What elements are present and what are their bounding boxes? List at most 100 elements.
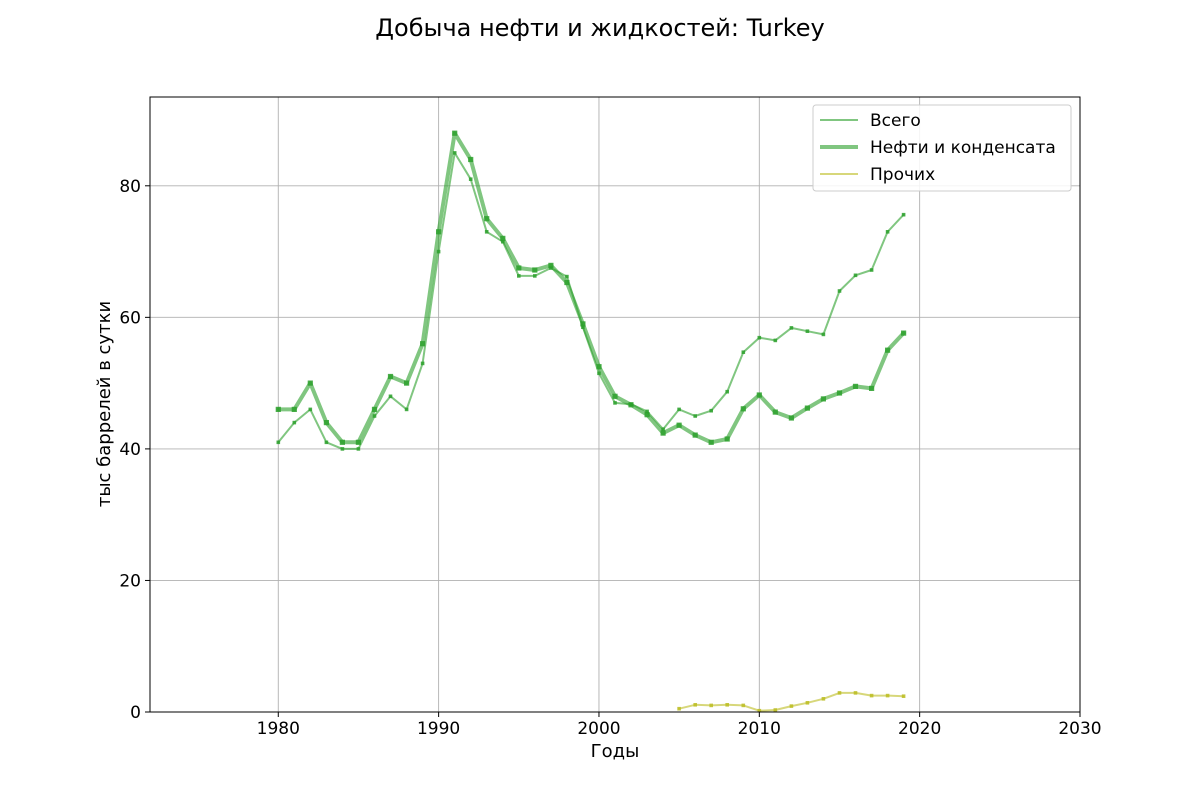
data-point	[436, 229, 442, 235]
data-point	[741, 703, 746, 708]
y-tick-label: 40	[119, 440, 141, 460]
data-point	[853, 691, 858, 695]
data-point	[837, 289, 842, 293]
y-tick-label: 20	[119, 571, 141, 591]
y-tick-label: 60	[119, 308, 141, 328]
data-point	[708, 439, 714, 445]
y-axis-title: тыс баррелей в сутки	[94, 301, 115, 507]
data-point	[693, 703, 697, 707]
data-point	[484, 216, 490, 222]
data-point	[532, 267, 538, 273]
data-point	[677, 407, 681, 412]
data-point	[788, 415, 794, 421]
data-point	[324, 440, 329, 445]
data-point	[885, 230, 890, 234]
data-point	[821, 332, 826, 337]
data-point	[340, 447, 345, 451]
data-point	[484, 230, 489, 234]
x-tick-label: 1990	[417, 719, 460, 739]
data-point	[452, 151, 457, 155]
data-point	[420, 341, 426, 347]
data-point	[789, 704, 794, 708]
data-point	[853, 273, 858, 278]
data-point	[516, 265, 522, 271]
data-point	[644, 412, 650, 418]
data-point	[565, 274, 569, 279]
data-point	[724, 436, 730, 442]
ticks: 1980 1990 2000 2010 2020 2030 0 20 40 60 80	[119, 177, 1101, 739]
data-point	[308, 407, 313, 412]
data-point	[901, 330, 907, 336]
data-point	[597, 371, 601, 376]
chart-title: Добыча нефти и жидкостей: Turkey	[375, 14, 824, 42]
data-point	[756, 392, 762, 398]
data-point	[709, 703, 713, 708]
x-axis-title: Годы	[591, 741, 640, 762]
data-point	[693, 414, 697, 418]
data-point	[740, 406, 746, 412]
data-point	[677, 706, 681, 711]
data-point	[869, 385, 875, 391]
y-tick-label: 80	[119, 177, 141, 197]
data-point	[533, 274, 537, 278]
data-point	[805, 329, 810, 333]
data-point	[901, 212, 906, 217]
data-point	[580, 321, 586, 327]
data-point	[757, 335, 762, 340]
series-layer	[275, 130, 907, 713]
data-point	[773, 338, 778, 343]
data-point	[420, 361, 425, 366]
data-point	[356, 447, 361, 451]
data-point	[372, 414, 377, 418]
data-point	[339, 439, 345, 445]
data-point	[852, 383, 859, 389]
data-point	[885, 347, 891, 353]
y-tick-label: 0	[130, 703, 141, 723]
data-point	[820, 396, 826, 402]
data-point	[500, 235, 506, 241]
data-point	[388, 394, 393, 399]
data-point	[676, 422, 682, 428]
data-point	[276, 440, 281, 445]
data-point	[725, 703, 729, 707]
data-point	[660, 430, 666, 436]
data-point	[836, 390, 843, 396]
data-point	[323, 420, 329, 426]
x-tick-label: 2020	[898, 719, 941, 739]
data-point	[869, 268, 874, 272]
data-point	[709, 408, 713, 413]
data-point	[404, 407, 409, 412]
data-point	[596, 364, 602, 370]
data-point	[292, 420, 297, 425]
x-tick-label: 2010	[738, 719, 781, 739]
data-point	[275, 406, 281, 412]
data-point	[355, 439, 361, 445]
data-point	[725, 389, 729, 394]
data-point	[387, 373, 394, 380]
data-point	[772, 409, 778, 415]
data-point	[612, 393, 618, 399]
data-point	[901, 694, 906, 698]
data-point	[757, 708, 762, 713]
data-point	[741, 350, 746, 354]
plot-frame	[149, 96, 1081, 713]
data-point	[564, 279, 570, 286]
data-point	[452, 130, 458, 136]
x-tick-label: 2000	[577, 719, 620, 739]
data-point	[307, 380, 313, 386]
data-point	[805, 701, 810, 705]
series-line	[276, 131, 906, 445]
data-point	[885, 693, 890, 698]
data-point	[837, 691, 842, 695]
data-point	[645, 409, 649, 414]
legend-box	[812, 104, 1072, 192]
legend: Всего Нефти и конденсата Прочих	[812, 104, 1072, 192]
series-1	[275, 130, 907, 445]
data-point	[613, 401, 617, 405]
data-point	[869, 693, 874, 698]
data-point	[804, 405, 810, 411]
data-point	[371, 406, 378, 412]
legend-label: Всего	[870, 111, 921, 131]
data-point	[661, 427, 665, 431]
data-point	[773, 708, 778, 712]
